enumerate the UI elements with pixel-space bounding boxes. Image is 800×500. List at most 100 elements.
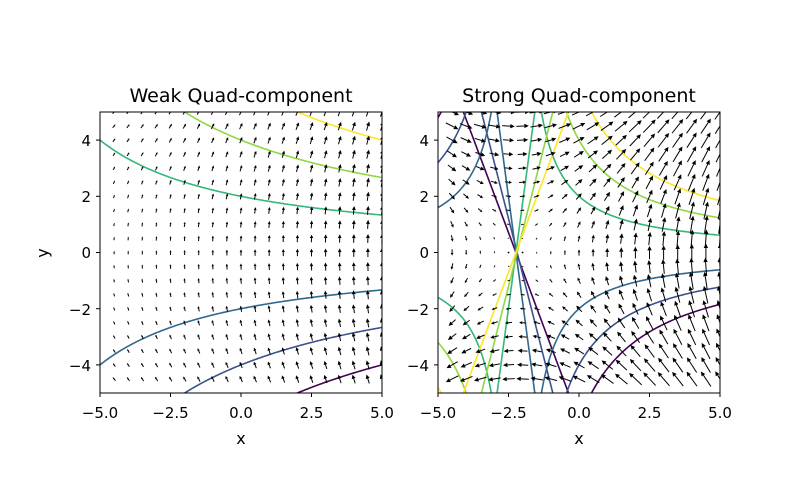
quiver-arrow: [113, 222, 115, 227]
quiver-arrow: [465, 235, 468, 241]
quiver-arrow: [113, 335, 116, 339]
quiver-arrow: [225, 277, 229, 284]
quiver-arrow: [169, 362, 173, 368]
contour-line: [438, 112, 720, 393]
quiver-arrow: [253, 193, 257, 200]
quiver-arrow: [577, 221, 581, 228]
quiver-arrow: [197, 348, 201, 354]
quiver-arrow: [112, 124, 116, 129]
quiver-arrow: [716, 300, 720, 311]
quiver-arrow: [253, 375, 257, 383]
quiver-arrow: [337, 178, 342, 187]
quiver-arrow: [225, 347, 229, 354]
quiver-arrow: [267, 347, 271, 355]
quiver-arrow: [686, 146, 697, 163]
quiver-arrow: [155, 348, 158, 354]
quiver-arrow: [702, 285, 709, 304]
quiver-arrow: [183, 193, 186, 199]
quiver-arrow: [126, 166, 130, 171]
quiver-arrow: [674, 286, 681, 303]
quiver-arrow: [562, 207, 567, 214]
quiver-arrow: [337, 276, 342, 285]
quiver-arrow: [309, 290, 314, 299]
y-tick-label: −4: [69, 357, 91, 375]
quiver-arrow: [532, 166, 541, 170]
quiver-arrow: [702, 187, 710, 206]
quiver-arrow: [253, 164, 257, 172]
quiver-arrow: [295, 375, 300, 383]
quiver-arrow: [295, 136, 300, 144]
quiver-arrow: [267, 235, 271, 242]
quiver-arrow: [141, 236, 144, 241]
quiver-arrow: [365, 360, 370, 370]
quiver-arrow: [604, 304, 611, 314]
quiver-arrow: [658, 343, 669, 359]
quiver-arrow: [197, 362, 201, 368]
quiver-arrow: [379, 261, 382, 272]
quiver-arrow: [603, 318, 612, 328]
quiver-arrow: [295, 333, 299, 341]
contour-line: [438, 112, 720, 393]
quiver-arrow: [113, 208, 115, 213]
quiver-arrow: [603, 191, 610, 202]
quiver-arrow: [450, 235, 454, 242]
quiver-arrow: [351, 276, 356, 285]
contour-line: [438, 112, 720, 393]
quiver-arrow: [239, 347, 243, 355]
quiver-arrow: [488, 362, 501, 368]
quiver-arrow: [352, 135, 356, 145]
quiver-arrow: [337, 206, 342, 215]
quiver-arrow: [211, 151, 215, 158]
quiver-arrow: [239, 207, 243, 214]
quiver-arrow: [295, 319, 299, 327]
quiver-arrow: [379, 275, 382, 286]
quiver-arrow: [225, 361, 229, 369]
quiver-arrow: [225, 179, 229, 186]
chart-panel-weak: Weak Quad-component −5.0 −2.5 0.0 2.5 5.…: [33, 85, 394, 448]
quiver-arrow: [659, 329, 669, 345]
quiver-arrow: [586, 122, 600, 131]
quiver-arrow: [646, 316, 654, 330]
quiver-arrow: [225, 291, 229, 298]
quiver-arrow: [365, 248, 370, 257]
quiver-arrow: [560, 165, 570, 172]
quiver-arrow: [155, 180, 158, 185]
quiver-arrow: [113, 278, 115, 283]
quiver-arrow: [239, 249, 243, 256]
quiver-arrow: [197, 235, 200, 242]
quiver-arrow: [126, 124, 130, 129]
quiver-arrow: [169, 179, 172, 185]
quiver-arrow: [141, 334, 144, 340]
quiver-arrow: [113, 236, 115, 241]
quiver-arrow: [183, 165, 186, 171]
quiver-arrow: [267, 150, 271, 158]
quiver-arrow: [169, 320, 172, 326]
quiver-arrow: [239, 291, 243, 298]
quiver-arrow: [267, 220, 271, 228]
plot-area: [96, 111, 383, 397]
quiver-arrow: [197, 292, 200, 298]
quiver-arrow: [476, 320, 485, 325]
quiver-arrow: [337, 121, 342, 131]
quiver-arrow: [225, 263, 229, 270]
quiver-arrow: [629, 373, 643, 386]
quiver-arrow: [253, 263, 257, 270]
quiver-arrow: [197, 207, 200, 214]
quiver-arrow: [169, 208, 172, 213]
quiver-arrow: [573, 361, 585, 369]
quiver-arrow: [337, 234, 342, 243]
quiver-arrow: [211, 305, 214, 312]
quiver-arrow: [155, 334, 158, 340]
quiver-arrow: [478, 222, 482, 227]
quiver-arrow: [674, 272, 680, 289]
quiver-arrow: [281, 206, 285, 214]
quiver-arrow: [520, 293, 525, 296]
x-axis-label: x: [574, 429, 583, 448]
quiver-arrow: [462, 319, 470, 326]
quiver-arrow: [211, 221, 215, 228]
quiver-arrow: [253, 333, 257, 341]
quiver-arrow: [461, 347, 472, 354]
quiver-arrow: [168, 137, 172, 143]
quiver-arrow: [643, 372, 657, 386]
quiver-arrow: [168, 151, 172, 157]
